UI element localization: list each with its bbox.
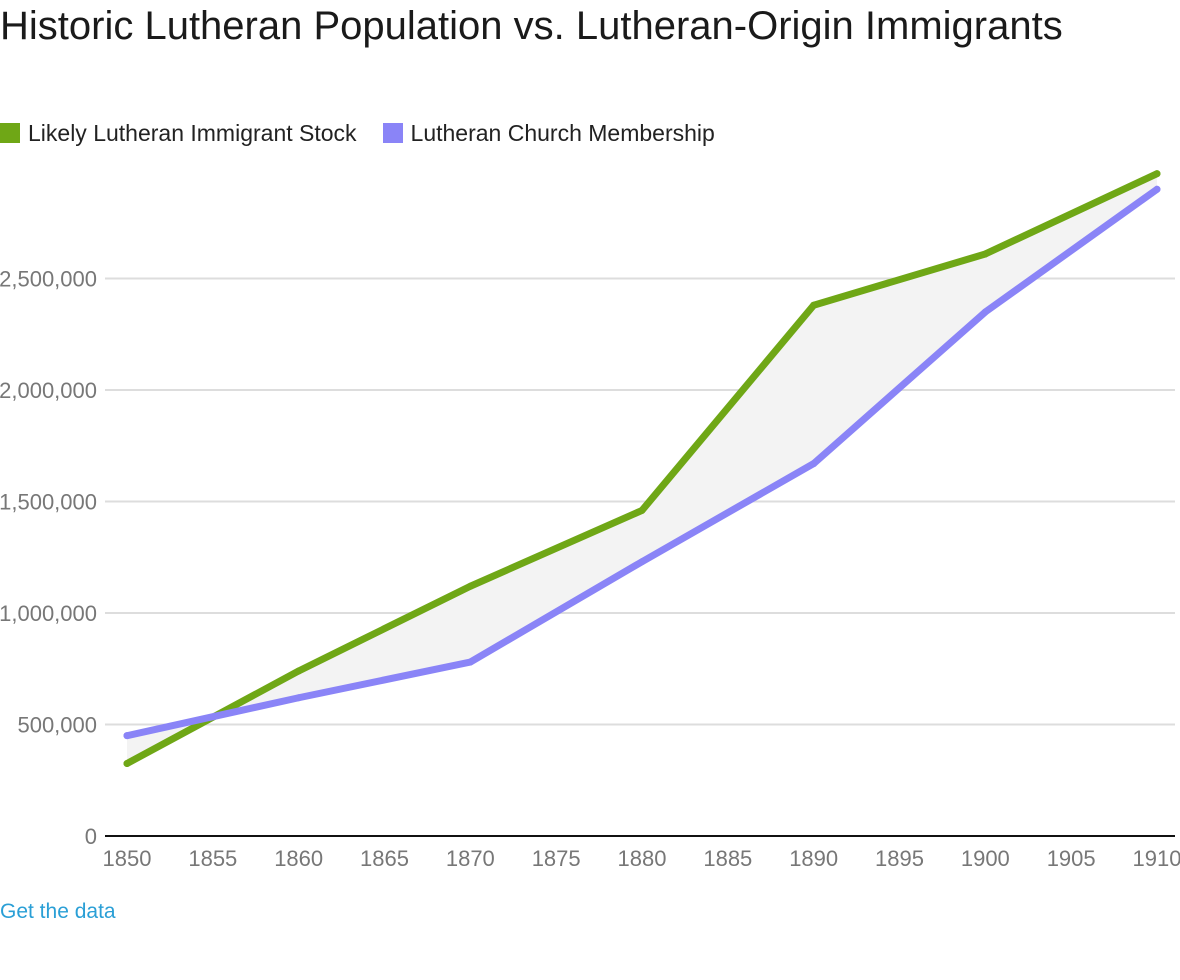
y-tick-label: 500,000 [17,713,97,738]
series-point-0 [466,582,474,590]
series-point-0 [981,250,989,258]
y-tick-label: 0 [85,824,97,849]
legend: Likely Lutheran Immigrant Stock Lutheran… [0,118,741,148]
y-tick-label: 2,500,000 [0,267,97,292]
legend-swatch-church-membership [382,123,403,143]
legend-item-church-membership[interactable]: Lutheran Church Membership [382,119,715,147]
series-point-1 [1153,185,1161,193]
series-point-1 [123,732,131,740]
x-tick-label: 1900 [961,846,1010,871]
legend-label-church-membership: Lutheran Church Membership [410,119,715,146]
get-the-data-link[interactable]: Get the data [0,900,116,923]
series-point-1 [466,658,474,666]
series-point-1 [295,694,303,702]
legend-swatch-immigrant-stock [0,123,20,143]
x-tick-label: 1865 [360,846,409,871]
legend-label-immigrant-stock: Likely Lutheran Immigrant Stock [28,119,357,146]
y-tick-label: 1,000,000 [0,601,97,626]
x-tick-label: 1870 [446,846,495,871]
series-point-0 [295,667,303,675]
series-point-0 [810,301,818,309]
x-tick-label: 1905 [1047,846,1096,871]
x-tick-label: 1885 [703,846,752,871]
series-point-1 [638,558,646,566]
fill-between-area [127,173,1157,764]
series-point-1 [981,308,989,316]
chart-title: Historic Lutheran Population vs. Luthera… [0,4,1063,48]
y-tick-label: 2,000,000 [0,378,97,403]
x-tick-label: 1850 [103,846,152,871]
legend-item-immigrant-stock[interactable]: Likely Lutheran Immigrant Stock [0,120,357,147]
x-tick-label: 1875 [532,846,581,871]
x-tick-label: 1910 [1133,846,1180,871]
series-point-0 [638,506,646,514]
x-tick-label: 1895 [875,846,924,871]
x-tick-label: 1880 [618,846,667,871]
x-tick-label: 1855 [188,846,237,871]
series-point-1 [810,460,818,468]
x-tick-label: 1890 [789,846,838,871]
series-point-0 [1153,170,1161,178]
x-tick-label: 1860 [274,846,323,871]
series-point-0 [123,760,131,768]
y-tick-label: 1,500,000 [0,490,97,515]
line-chart: 0 500,000 1,000,000 1,500,000 2,000,000 2,500… [0,170,1180,871]
